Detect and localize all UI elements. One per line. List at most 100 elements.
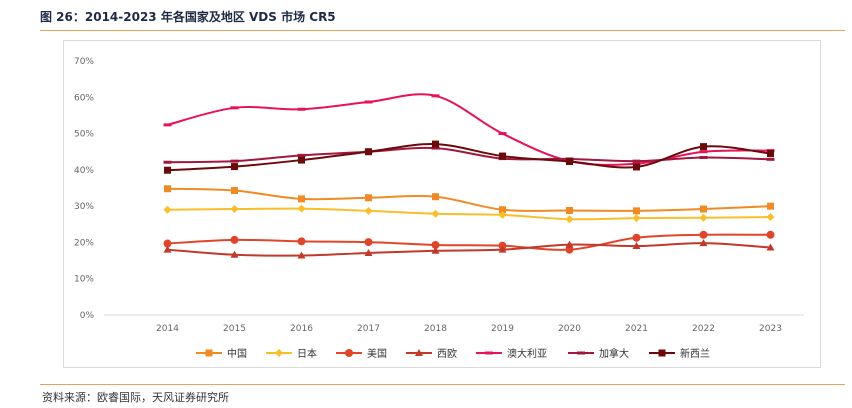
data-point-7 (298, 156, 305, 164)
series-line-7 (167, 143, 771, 172)
legend-label: 中国 (227, 347, 247, 360)
y-tick-label: 30% (74, 202, 94, 212)
legend-marker (658, 349, 666, 357)
legend-label: 日本 (297, 347, 317, 360)
bottom-divider (40, 384, 845, 385)
data-point-3 (230, 235, 239, 244)
x-tick-label: 2015 (223, 324, 246, 334)
legend-label: 西欧 (437, 348, 457, 360)
legend-marker (577, 351, 585, 355)
x-tick-label: 2017 (357, 324, 380, 334)
series-line-1 (167, 187, 771, 212)
data-point-4 (498, 245, 507, 253)
data-point-4 (364, 248, 373, 256)
series-line-4 (167, 242, 771, 257)
data-point-6 (230, 159, 239, 163)
series-line-6 (167, 146, 771, 164)
legend-marker (415, 349, 423, 356)
y-tick-label: 0% (80, 311, 95, 321)
legend-marker (275, 349, 283, 357)
data-point-3 (297, 237, 306, 246)
data-point-5 (431, 94, 440, 98)
data-point-2 (364, 206, 373, 215)
data-point-4 (230, 250, 239, 258)
data-point-6 (632, 159, 641, 163)
chart-frame: 0% 10% 20% 30% 40% 50% 60% 70% 2014 2015 2016 2017 2… (63, 40, 821, 368)
data-point-5 (163, 123, 172, 127)
data-point-4 (297, 251, 306, 259)
legend-label: 美国 (367, 347, 387, 360)
data-point-1 (231, 187, 238, 195)
data-point-2 (632, 214, 641, 223)
x-tick-label: 2016 (290, 324, 313, 334)
data-point-1 (499, 206, 506, 214)
source-note: 资料来源：欧睿国际，天风证券研究所 (42, 391, 229, 404)
legend-marker (205, 349, 213, 357)
data-point-7 (566, 158, 573, 166)
data-point-4 (766, 243, 775, 251)
x-tick-label: 2019 (491, 324, 514, 334)
data-point-2 (498, 210, 507, 219)
y-tick-label: 10% (74, 275, 94, 285)
series-line-5 (167, 93, 771, 166)
data-point-2 (163, 205, 172, 214)
data-point-5 (364, 100, 373, 104)
data-point-1 (767, 202, 774, 210)
data-point-4 (431, 246, 440, 254)
series-line-3 (167, 233, 771, 251)
data-point-6 (163, 160, 172, 164)
data-point-3 (565, 245, 574, 254)
data-point-1 (164, 185, 171, 193)
data-point-3 (431, 240, 440, 249)
data-point-3 (699, 230, 708, 239)
data-point-6 (431, 146, 440, 150)
data-point-1 (566, 206, 573, 214)
data-point-7 (633, 163, 640, 171)
data-point-6 (699, 156, 708, 160)
x-tick-label: 2014 (156, 324, 179, 334)
data-point-3 (632, 233, 641, 242)
data-point-7 (365, 148, 372, 156)
legend-label: 加拿大 (599, 347, 629, 360)
data-point-2 (766, 213, 775, 222)
legend-marker (345, 349, 353, 357)
x-tick-label: 2020 (558, 324, 581, 334)
y-tick-label: 20% (74, 238, 94, 248)
data-point-7 (432, 140, 439, 148)
data-point-2 (297, 204, 306, 213)
data-point-5 (498, 132, 507, 136)
data-point-7 (231, 163, 238, 171)
data-point-1 (633, 207, 640, 215)
y-tick-label: 60% (74, 93, 94, 103)
y-tick-label: 70% (74, 57, 94, 67)
data-point-4 (632, 242, 641, 250)
data-point-3 (766, 230, 775, 239)
x-tick-label: 2018 (424, 324, 447, 334)
data-point-5 (297, 107, 306, 111)
data-point-3 (163, 239, 172, 248)
legend-label: 新西兰 (680, 347, 710, 360)
legend-marker (485, 351, 493, 355)
data-point-5 (230, 106, 239, 110)
x-tick-label: 2021 (625, 324, 648, 334)
data-point-7 (700, 143, 707, 151)
x-tick-label: 2023 (759, 324, 782, 334)
series-line-2 (167, 207, 771, 221)
data-point-2 (431, 209, 440, 218)
data-point-1 (365, 194, 372, 202)
data-point-4 (163, 245, 172, 253)
data-point-2 (565, 215, 574, 224)
data-point-6 (297, 153, 306, 157)
x-tick-label: 2022 (692, 324, 715, 334)
y-tick-label: 40% (74, 166, 94, 176)
data-point-1 (700, 205, 707, 213)
y-tick-label: 50% (74, 130, 94, 140)
data-point-4 (699, 239, 708, 247)
data-point-7 (499, 152, 506, 160)
data-point-1 (432, 193, 439, 201)
data-point-3 (364, 238, 373, 247)
figure-title: 图 26：2014-2023 年各国家及地区 VDS 市场 CR5 (40, 10, 336, 24)
data-point-5 (699, 150, 708, 154)
data-point-1 (298, 195, 305, 203)
data-point-6 (766, 157, 775, 161)
